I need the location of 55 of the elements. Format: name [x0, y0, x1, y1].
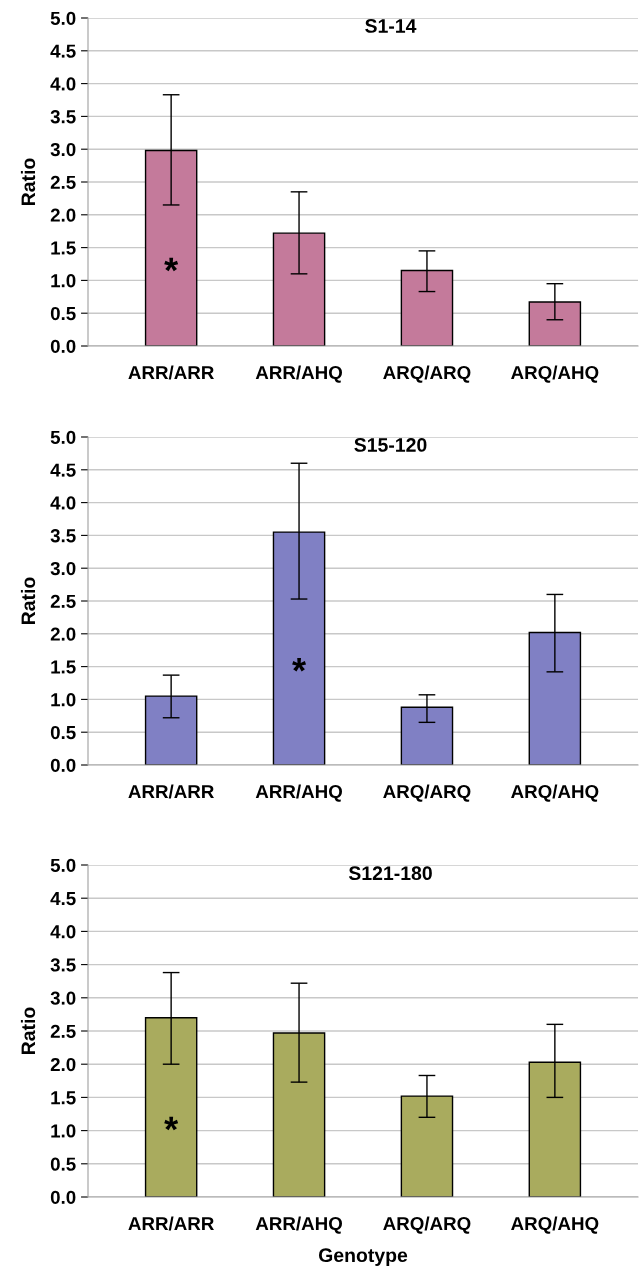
y-axis-title: Ratio — [20, 158, 36, 205]
x-tick-label: ARQ/ARQ — [383, 365, 471, 383]
x-tick-label: ARQ/AHQ — [511, 1216, 599, 1234]
data-label: * — [164, 257, 179, 272]
data-label: * — [164, 1116, 179, 1131]
x-tick-label: ARQ/AHQ — [511, 365, 599, 383]
y-tick-label: 3.0 — [50, 561, 76, 576]
x-tick-label: ARR/AHQ — [255, 365, 343, 383]
y-tick-label: 2.5 — [50, 594, 76, 608]
y-tick-label: 4.0 — [50, 496, 76, 510]
x-tick-label: ARQ/AHQ — [511, 784, 599, 802]
x-tick-label: ARQ/ARQ — [383, 1216, 471, 1234]
y-tick-label: 4.5 — [50, 44, 76, 58]
y-tick-label: 2.0 — [50, 208, 76, 222]
y-tick-label: 4.5 — [50, 892, 76, 906]
chart-title: S15-120 — [354, 438, 427, 452]
y-tick-label: 2.5 — [50, 1024, 76, 1038]
y-tick-label: 3.5 — [50, 958, 76, 972]
y-tick-label: 5.0 — [50, 430, 76, 444]
y-tick-label: 0.0 — [50, 1190, 76, 1204]
y-tick-label: 3.5 — [50, 110, 76, 124]
y-tick-label: 5.0 — [50, 858, 76, 872]
data-label: * — [292, 658, 307, 672]
y-tick-label: 1.5 — [51, 241, 76, 255]
y-tick-label: 4.5 — [50, 463, 76, 477]
y-tick-label: 0.5 — [50, 725, 76, 740]
y-tick-label: 1.0 — [51, 693, 76, 707]
y-tick-label: 2.0 — [50, 627, 76, 641]
y-axis-title: Ratio — [20, 1007, 36, 1054]
y-tick-label: 0.0 — [50, 758, 76, 772]
y-tick-label: 1.0 — [51, 274, 76, 288]
y-tick-label: 3.0 — [50, 142, 76, 157]
x-tick-label: ARQ/ARQ — [383, 784, 471, 802]
y-tick-label: 2.5 — [50, 175, 76, 189]
chart-title: S1-14 — [365, 19, 417, 33]
y-tick-label: 1.0 — [51, 1124, 76, 1138]
y-tick-label: 0.0 — [50, 339, 76, 353]
y-axis-title: Ratio — [20, 577, 36, 624]
y-tick-label: 4.0 — [50, 77, 76, 91]
y-tick-label: 5.0 — [50, 11, 76, 25]
y-tick-label: 3.0 — [50, 991, 76, 1005]
y-tick-label: 4.0 — [50, 925, 76, 939]
y-tick-label: 1.5 — [51, 1091, 76, 1105]
x-tick-label: ARR/ARR — [128, 365, 214, 380]
y-tick-label: 3.5 — [50, 529, 76, 543]
y-tick-label: 2.0 — [50, 1057, 76, 1072]
y-tick-label: 0.5 — [50, 1157, 76, 1171]
x-tick-label: ARR/AHQ — [255, 784, 343, 802]
x-axis-title: Genotype — [318, 1248, 408, 1266]
x-tick-label: ARR/ARR — [128, 784, 214, 799]
x-tick-label: ARR/AHQ — [255, 1216, 343, 1234]
y-tick-label: 1.5 — [51, 660, 76, 674]
y-tick-label: 0.5 — [50, 306, 76, 321]
x-tick-label: ARR/ARR — [128, 1216, 214, 1231]
chart-title: S121-180 — [348, 866, 432, 881]
